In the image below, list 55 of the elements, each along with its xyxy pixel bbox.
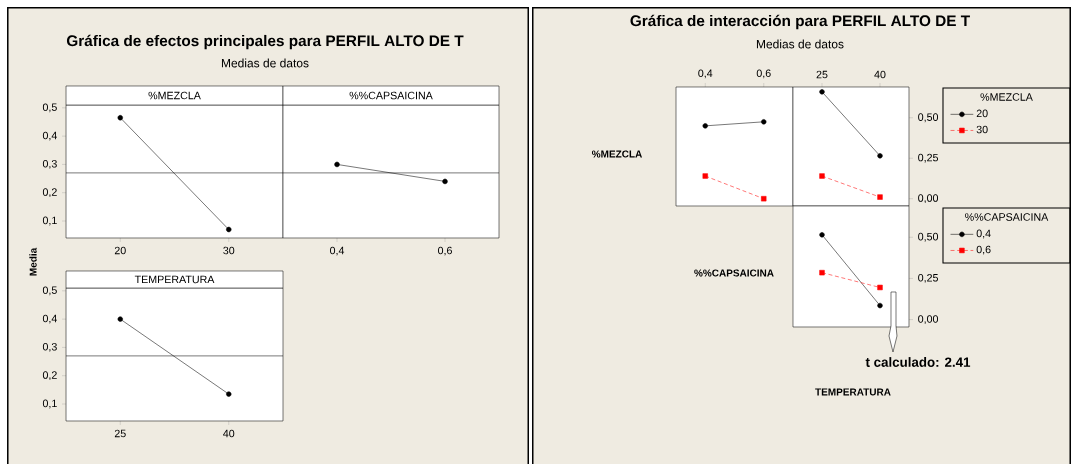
y-tick-label: 0,50 — [918, 113, 939, 123]
x-tick-label: 30 — [223, 246, 235, 255]
y-tick-label: 0,25 — [918, 153, 939, 163]
x-tick-label: 0,4 — [698, 69, 713, 79]
point — [877, 153, 883, 159]
x-axis-title: TEMPERATURA — [134, 275, 215, 284]
point — [877, 284, 883, 291]
y-tick-label: 0,5 — [42, 286, 57, 296]
x-tick-label: 40 — [223, 429, 235, 438]
x-tick-label: 25 — [114, 429, 126, 438]
point — [702, 173, 708, 179]
y-tick-label: 0,3 — [42, 160, 57, 169]
y-tick-label: 0,50 — [918, 232, 939, 242]
chart-title: Gráfica de efectos principales para PERFIL ALTO DE T — [66, 34, 464, 50]
y-tick-label: 0,4 — [42, 131, 57, 141]
x-axis-title: %MEZCLA — [148, 91, 201, 100]
point — [877, 302, 883, 309]
legend-label: 0,4 — [976, 229, 991, 239]
point — [819, 173, 825, 179]
x-tick-label: 20 — [114, 246, 126, 255]
y-tick-label: 0,1 — [42, 399, 57, 409]
point — [819, 232, 825, 238]
x-tick-label: 25 — [816, 70, 828, 79]
x-tick-label: 40 — [874, 70, 886, 79]
y-tick-label: 0,25 — [918, 274, 939, 283]
y-tick-label: 0,2 — [42, 188, 57, 198]
chart-subtitle: Medias de datos — [756, 39, 844, 49]
chart-title: Gráfica de interacción para PERFIL ALTO DE T — [630, 14, 970, 30]
legend-title: %MEZCLA — [980, 93, 1033, 101]
y-tick-label: 0,2 — [42, 371, 57, 381]
y-axis-title: Media — [29, 247, 37, 276]
legend-label: 20 — [976, 109, 988, 118]
point — [761, 196, 767, 202]
point — [877, 194, 883, 200]
y-tick-label: 0,00 — [918, 194, 939, 204]
y-axis-title: %MEZCLA — [591, 150, 643, 158]
x-axis-title: TEMPERATURA — [815, 388, 891, 396]
y-axis-title: %%CAPSAICINA — [694, 269, 774, 277]
x-tick-label: 0,4 — [330, 246, 345, 256]
y-tick-label: 0,3 — [42, 343, 57, 352]
text: t calculado: 2.41 — [865, 357, 971, 367]
chart-subtitle: Medias de datos — [221, 58, 309, 68]
legend-label: 30 — [976, 125, 988, 134]
y-tick-label: 0,00 — [918, 315, 939, 324]
point — [819, 269, 825, 276]
x-tick-label: 0,6 — [438, 246, 452, 256]
point — [819, 89, 825, 95]
y-tick-label: 0,5 — [42, 103, 57, 113]
x-tick-label: 0,6 — [756, 69, 771, 79]
point — [702, 123, 708, 129]
point — [761, 119, 767, 125]
y-tick-label: 0,4 — [42, 314, 57, 324]
x-axis-title: %%CAPSAICINA — [349, 91, 433, 100]
y-tick-label: 0,1 — [42, 216, 57, 226]
legend-title: %%CAPSAICINA — [965, 213, 1049, 221]
